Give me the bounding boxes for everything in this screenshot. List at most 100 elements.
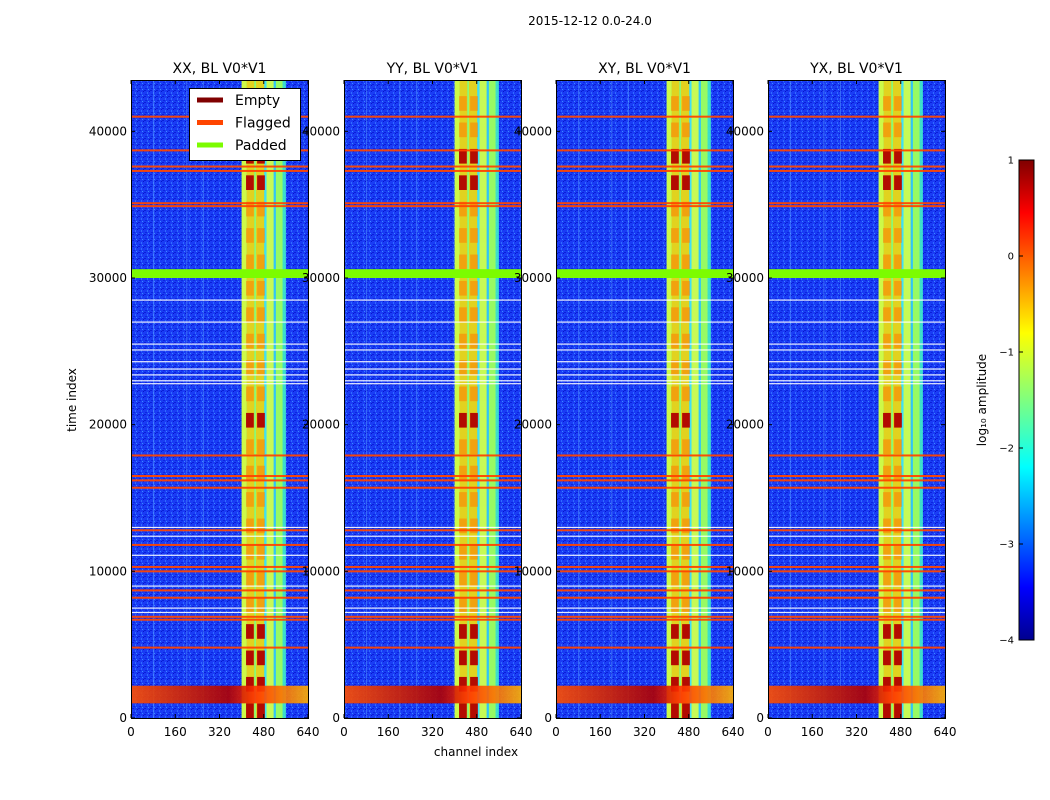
low-time-band bbox=[131, 685, 308, 704]
strong-channel-cell bbox=[682, 175, 690, 190]
colorbar-tick-label: −3 bbox=[999, 540, 1014, 551]
channel-stripe bbox=[839, 80, 841, 718]
strong-channel-cell bbox=[459, 650, 467, 666]
strong-channel-cell bbox=[883, 175, 891, 190]
strong-channel-cell bbox=[459, 386, 467, 402]
flagged-row bbox=[131, 205, 308, 208]
strong-channel-cell bbox=[682, 597, 690, 613]
gap-row bbox=[556, 361, 733, 363]
flagged-row bbox=[131, 165, 308, 168]
strong-channel-cell bbox=[470, 465, 478, 481]
x-tick-label: 160 bbox=[377, 725, 400, 739]
y-tick-label: 0 bbox=[119, 711, 127, 725]
flagged-row bbox=[556, 202, 733, 205]
strong-channel-cell bbox=[894, 544, 902, 560]
strong-channel-cell bbox=[470, 122, 478, 138]
strong-channel-cell bbox=[883, 360, 891, 375]
strong-channel-cell bbox=[470, 624, 478, 639]
channel-column bbox=[891, 80, 894, 718]
strong-channel-cell bbox=[459, 280, 467, 296]
strong-channel-cell bbox=[883, 254, 891, 270]
gap-row bbox=[131, 361, 308, 363]
strong-channel-cell bbox=[246, 650, 254, 666]
channel-stripe bbox=[823, 80, 825, 718]
strong-channel-cell bbox=[257, 201, 265, 217]
strong-channel-cell bbox=[671, 280, 679, 296]
flagged-row bbox=[768, 618, 945, 621]
flagged-row bbox=[344, 475, 521, 477]
channel-column bbox=[910, 80, 913, 718]
strong-channel-cell bbox=[470, 280, 478, 296]
flagged-row bbox=[768, 165, 945, 168]
strong-channel-cell bbox=[470, 307, 478, 322]
strong-channel-cell bbox=[257, 676, 265, 692]
channel-column bbox=[679, 80, 682, 718]
channel-stripe bbox=[153, 80, 155, 718]
gap-row bbox=[344, 349, 521, 351]
panel-2 bbox=[344, 80, 522, 719]
flagged-row bbox=[556, 596, 733, 599]
x-axis-label: channel index bbox=[434, 745, 518, 759]
y-tick-label: 40000 bbox=[302, 124, 340, 138]
strong-channel-cell bbox=[682, 544, 690, 560]
gap-row bbox=[131, 299, 308, 301]
strong-channel-cell bbox=[883, 676, 891, 692]
x-tick-label: 320 bbox=[845, 725, 868, 739]
gap-row bbox=[556, 554, 733, 556]
strong-channel-cell bbox=[246, 360, 254, 375]
y-tick-label: 20000 bbox=[302, 418, 340, 432]
flagged-row bbox=[768, 115, 945, 118]
x-tick-label: 0 bbox=[340, 725, 348, 739]
panel-3 bbox=[556, 80, 734, 719]
strong-channel-cell bbox=[671, 650, 679, 666]
y-tick-label: 40000 bbox=[726, 124, 764, 138]
gap-row bbox=[131, 585, 308, 587]
gap-row bbox=[556, 585, 733, 587]
gap-row bbox=[768, 321, 945, 323]
gap-row bbox=[344, 368, 521, 370]
strong-channel-cell bbox=[682, 676, 690, 692]
strong-channel-cell bbox=[671, 148, 679, 164]
flagged-row bbox=[556, 454, 733, 457]
flagged-row bbox=[768, 149, 945, 152]
flagged-row bbox=[131, 596, 308, 599]
strong-channel-cell bbox=[894, 122, 902, 138]
colorbar-tick-label: −1 bbox=[999, 348, 1014, 359]
channel-stripe bbox=[186, 80, 188, 718]
colorbar-tick-label: −2 bbox=[999, 444, 1014, 455]
strong-channel-cell bbox=[246, 386, 254, 402]
gap-row bbox=[768, 585, 945, 587]
flagged-row bbox=[556, 205, 733, 208]
strong-channel-cell bbox=[246, 307, 254, 322]
gap-row bbox=[768, 554, 945, 556]
strong-channel-cell bbox=[883, 518, 891, 534]
gap-row bbox=[768, 361, 945, 363]
strong-channel-cell bbox=[246, 518, 254, 534]
flagged-row bbox=[344, 543, 521, 546]
strong-channel-cell bbox=[671, 175, 679, 190]
flagged-row bbox=[556, 529, 733, 532]
strong-channel-cell bbox=[470, 228, 478, 243]
strong-channel-cell bbox=[459, 597, 467, 613]
flagged-row bbox=[556, 479, 733, 482]
strong-channel-cell bbox=[671, 624, 679, 639]
gap-row bbox=[131, 535, 308, 537]
strong-channel-cell bbox=[682, 122, 690, 138]
flagged-row bbox=[556, 615, 733, 618]
strong-channel-cell bbox=[257, 307, 265, 322]
strong-channel-cell bbox=[470, 597, 478, 613]
strong-channel-cell bbox=[470, 439, 478, 454]
flagged-row bbox=[344, 589, 521, 592]
channel-column bbox=[903, 80, 911, 718]
gap-row bbox=[556, 607, 733, 609]
flagged-row bbox=[768, 565, 945, 568]
strong-channel-cell bbox=[682, 280, 690, 296]
x-tick-label: 640 bbox=[510, 725, 533, 739]
gap-row bbox=[131, 374, 308, 376]
gap-row bbox=[344, 374, 521, 376]
strong-channel-cell bbox=[682, 518, 690, 534]
y-tick-label: 30000 bbox=[302, 271, 340, 285]
flagged-row bbox=[768, 570, 945, 573]
channel-stripe bbox=[790, 80, 792, 718]
gap-row bbox=[556, 368, 733, 370]
